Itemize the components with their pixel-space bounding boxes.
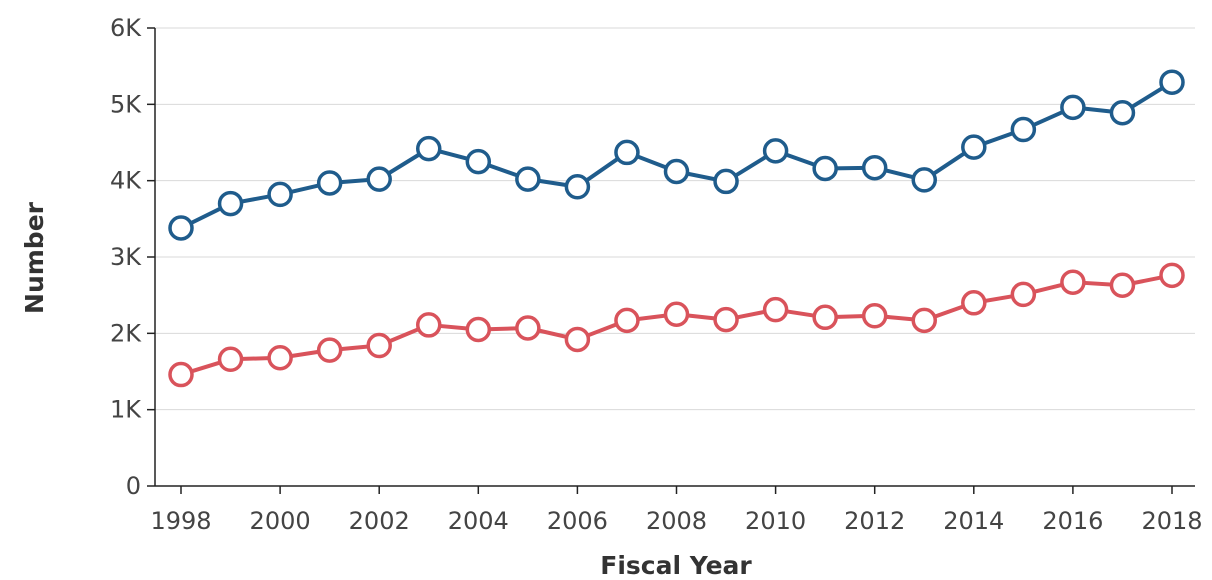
- x-tick-label-2012: 2012: [844, 507, 905, 535]
- series-2-point-2007: [614, 307, 640, 334]
- series-1-point-1998: [168, 215, 194, 241]
- series-2-point-1999: [217, 346, 244, 373]
- series-1-point-2003: [416, 135, 442, 162]
- series-2-point-2002: [366, 332, 392, 359]
- series-2-point-2013: [911, 307, 937, 334]
- series-1-point-2011: [812, 155, 838, 182]
- series-1-point-2014: [961, 134, 987, 160]
- series-1-point-2009: [713, 168, 739, 195]
- series-2-point-2015: [1010, 281, 1037, 308]
- series-1-point-2001: [316, 170, 343, 196]
- series-2-point-2006: [564, 326, 591, 353]
- x-tick-label-2014: 2014: [943, 507, 1004, 535]
- series-1-point-2005: [515, 166, 541, 192]
- y-tick-label-3K: 3K: [110, 243, 142, 271]
- series-2-point-2001: [316, 337, 343, 363]
- x-axis-title: Fiscal Year: [600, 551, 752, 580]
- series-2-point-2003: [416, 312, 442, 338]
- x-tick-label-2004: 2004: [448, 507, 509, 535]
- x-tick-label-2008: 2008: [646, 507, 707, 535]
- y-tick-label-4K: 4K: [110, 167, 142, 195]
- x-tick-label-2010: 2010: [745, 507, 806, 535]
- x-tick-label-2016: 2016: [1042, 507, 1103, 535]
- x-tick-label-2018: 2018: [1141, 507, 1202, 535]
- series-1-point-2004: [465, 148, 492, 175]
- series-1-point-2016: [1060, 94, 1086, 121]
- series-1-point-2007: [614, 139, 640, 166]
- series-1-point-2012: [861, 154, 888, 181]
- x-tick-label-1998: 1998: [150, 507, 211, 535]
- y-tick-label-6K: 6K: [110, 14, 142, 42]
- series-2-point-2010: [762, 296, 789, 323]
- series-2-point-2016: [1060, 269, 1086, 295]
- series-2-point-2014: [961, 290, 987, 316]
- series-2-point-2005: [515, 315, 541, 341]
- series-1-point-2010: [762, 138, 789, 164]
- series-1-point-1999: [217, 190, 244, 217]
- x-tick-label-2000: 2000: [250, 507, 311, 535]
- series-1-point-2000: [267, 181, 293, 208]
- x-tick-label-2006: 2006: [547, 507, 608, 535]
- series-2-point-2004: [465, 316, 492, 343]
- series-1-point-2013: [911, 167, 937, 193]
- series-1-point-2002: [366, 166, 392, 192]
- series-2-point-2011: [812, 304, 838, 331]
- y-axis-title: Number: [20, 201, 49, 314]
- series-2-point-2018: [1159, 262, 1185, 289]
- y-tick-label-5K: 5K: [110, 90, 142, 118]
- axes: 0 1K 2K 3K 4K 5K 6K 1998 2000 2002 2004 2006 2008 201…: [110, 14, 1203, 535]
- series-1-point-2015: [1010, 116, 1037, 143]
- series-2-point-2012: [861, 303, 888, 329]
- series-1-point-2006: [564, 174, 591, 200]
- series-1-point-2017: [1109, 99, 1136, 126]
- series-1-point-2008: [663, 158, 690, 185]
- series-2-point-2008: [663, 301, 690, 327]
- y-tick-label-2K: 2K: [110, 319, 142, 347]
- series-2-point-2017: [1109, 272, 1136, 298]
- series-2-point-1998: [168, 361, 194, 388]
- series-1-point-2018: [1159, 69, 1185, 95]
- series-group: [168, 69, 1185, 388]
- series-2-point-2000: [267, 345, 293, 371]
- y-tick-label-1K: 1K: [110, 396, 142, 424]
- y-tick-label-0: 0: [126, 472, 141, 500]
- series-2-point-2009: [713, 306, 739, 333]
- x-tick-label-2002: 2002: [349, 507, 410, 535]
